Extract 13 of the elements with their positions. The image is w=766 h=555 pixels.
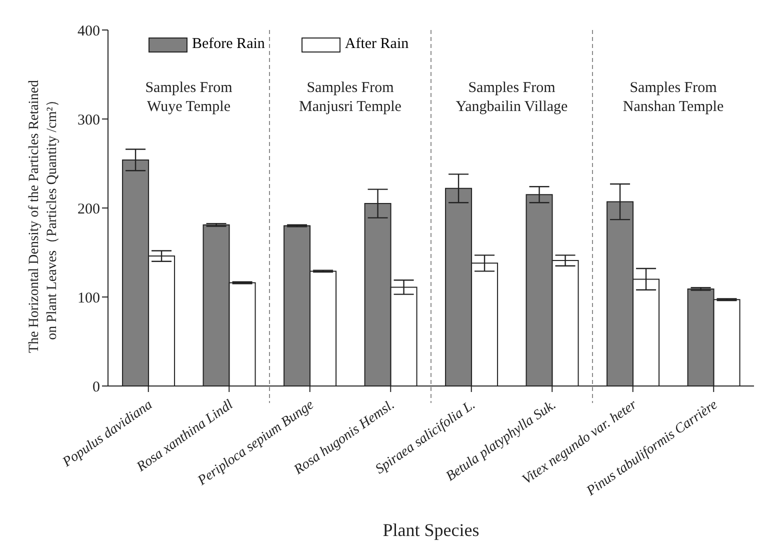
legend-label: After Rain	[344, 36, 409, 53]
annotation: Samples From Nanshan Temple	[622, 80, 724, 115]
x-axis-title: Plant Species	[382, 520, 480, 540]
legend-label: Before Rain	[192, 36, 265, 53]
y-tick-label: 400	[78, 23, 100, 40]
y-tick-label: 0	[92, 379, 100, 396]
annotation: Samples From Manjusri Temple	[299, 80, 402, 115]
y-tick-label: 100	[78, 290, 100, 306]
y-tick-label: 200	[78, 201, 100, 218]
y-tick-label: 300	[78, 112, 100, 128]
annotation: Samples From Wuye Temple	[145, 80, 233, 115]
annotation: Samples From Yangbailin Village	[456, 80, 568, 115]
y-axis-title: The Horizontal Density of the Particles Retained on Plant Leaves（Particles Quantity /cm²）	[27, 80, 60, 353]
